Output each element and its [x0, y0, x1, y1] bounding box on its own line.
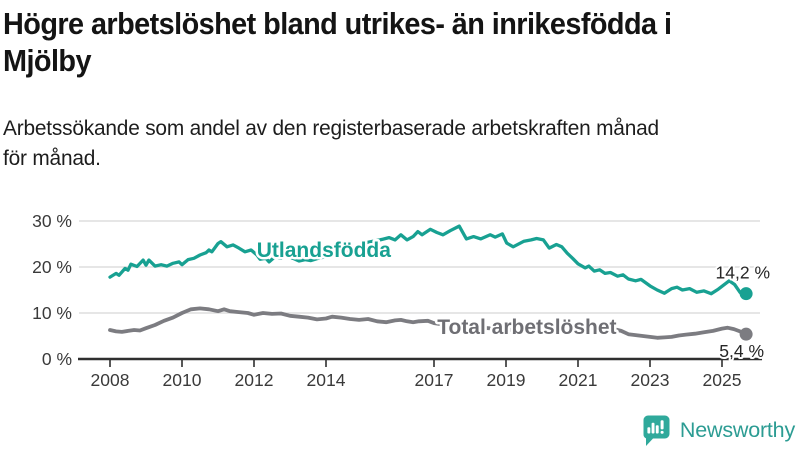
series-line-utlandsf-dda — [108, 224, 748, 297]
series-label-utlandsf-dda: Utlandsfödda — [257, 239, 391, 262]
newsworthy-logo-icon — [641, 414, 671, 447]
series-end-dot-total-arbetsl-shet — [739, 327, 753, 341]
x-tick-label-2017: 2017 — [415, 370, 454, 390]
x-tick-label-2023: 2023 — [631, 370, 670, 390]
chart-title: Högre arbetslöshet bland utrikes- än inr… — [3, 6, 672, 78]
series-end-dot-utlandsf-dda — [739, 287, 753, 301]
branding: Newsworthy — [641, 412, 795, 448]
x-tick-label-2008: 2008 — [91, 370, 130, 390]
x-tick-label-2014: 2014 — [307, 370, 346, 390]
line-chart: 0 % 10 % 20 % 30 % 2008 2010 2012 2014 2017 2019 2… — [32, 211, 772, 390]
chart-area: 0 % 10 % 20 % 30 % 2008 2010 2012 2014 2017 2019 2… — [0, 190, 800, 420]
end-value-label-total-arbetsl-shet: 5,4 % — [719, 341, 764, 361]
y-tick-label-0: 0 % — [42, 349, 72, 369]
x-tick-label-2025: 2025 — [703, 370, 742, 390]
x-tick-label-2012: 2012 — [235, 370, 274, 390]
series-line-total-arbetsl-shet — [108, 306, 748, 340]
series-label-total-arbetsl-shet: Total arbetslöshet — [437, 316, 616, 339]
chart-subtitle: Arbetssökande som andel av den registerb… — [3, 116, 659, 170]
x-tick-label-2021: 2021 — [559, 370, 598, 390]
x-tick-label-2010: 2010 — [163, 370, 202, 390]
y-tick-label-10: 10 % — [32, 303, 72, 323]
y-tick-label-20: 20 % — [32, 257, 72, 277]
x-tick-label-2019: 2019 — [487, 370, 526, 390]
branding-name: Newsworthy — [679, 417, 795, 442]
end-value-label-utlandsf-dda: 14,2 % — [716, 263, 770, 283]
y-tick-label-30: 30 % — [32, 211, 72, 231]
